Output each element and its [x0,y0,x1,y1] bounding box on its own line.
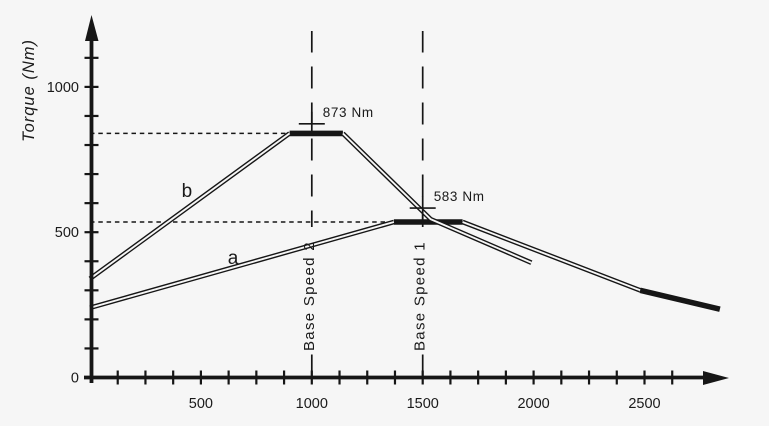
x-tick-label: 2500 [628,396,660,412]
x-tick-label: 1500 [407,396,439,412]
curve-a-letter: a [228,248,239,269]
curve-b-core [89,132,291,280]
guide-label-mask [417,227,429,354]
x-tick-label: 2000 [517,396,549,412]
guide-label-mask [306,227,318,354]
curve-b-core [342,132,532,264]
curve-a-core [89,221,395,309]
y-axis-arrow [85,15,99,41]
base-speed-label: Base Speed 1 [412,241,429,351]
y-tick-label: 0 [71,371,79,387]
curve-a-thick-segment [639,287,721,312]
curve-a-core [462,221,641,292]
curve-b-letter: b [182,181,193,202]
x-axis-arrow [703,371,729,385]
torque-value-label: 583 Nm [434,189,485,204]
x-tick-label: 500 [189,396,213,412]
torque-value-label: 873 Nm [323,105,374,120]
y-tick-label: 500 [55,225,79,241]
y-axis-title: Torque (Nm) [20,39,38,142]
base-speed-label: Base Speed 2 [301,241,318,351]
x-tick-label: 1000 [296,396,328,412]
y-tick-label: 1000 [47,80,79,96]
